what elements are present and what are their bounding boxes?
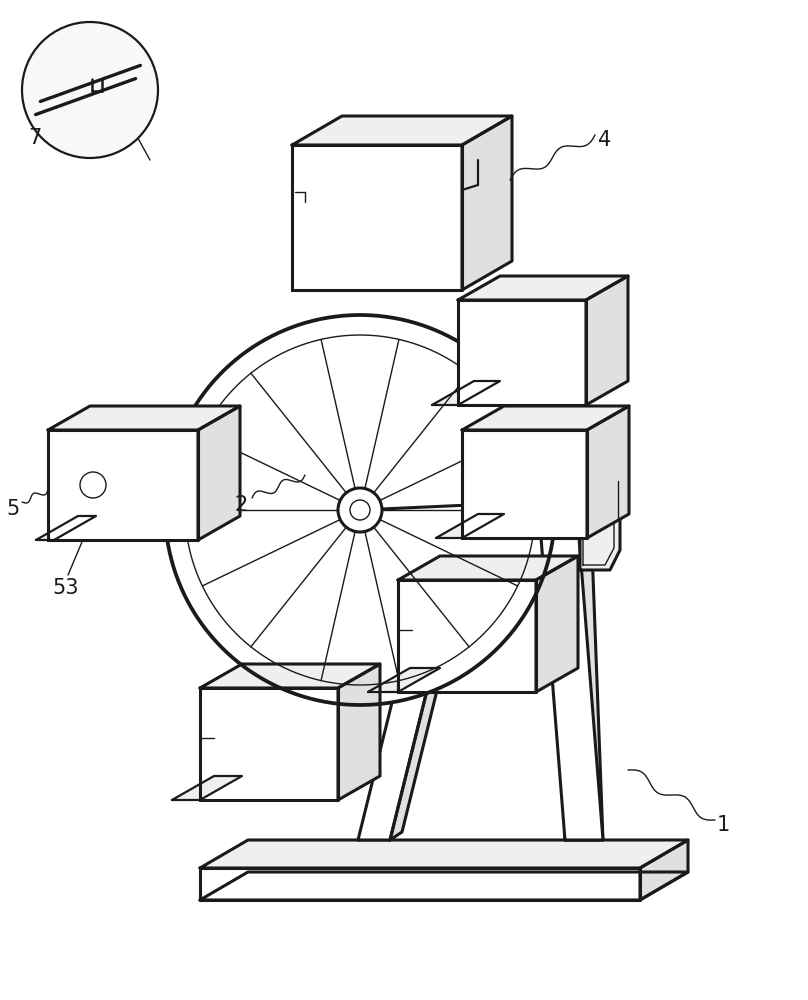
Text: 53: 53 (52, 578, 78, 598)
Polygon shape (165, 315, 555, 705)
Polygon shape (172, 776, 242, 800)
Polygon shape (354, 266, 502, 290)
Polygon shape (398, 580, 536, 692)
Polygon shape (390, 387, 512, 840)
Circle shape (80, 472, 106, 498)
Polygon shape (198, 406, 240, 540)
Text: 4: 4 (598, 130, 611, 150)
Polygon shape (292, 116, 512, 145)
Text: 2: 2 (234, 495, 247, 515)
Polygon shape (200, 688, 338, 800)
Polygon shape (368, 668, 440, 692)
Polygon shape (462, 116, 512, 290)
Polygon shape (536, 556, 578, 692)
Polygon shape (458, 276, 628, 300)
Polygon shape (640, 840, 688, 900)
Polygon shape (200, 664, 380, 688)
Polygon shape (398, 556, 578, 580)
Polygon shape (580, 410, 620, 570)
Polygon shape (548, 390, 603, 840)
Polygon shape (200, 872, 688, 900)
Polygon shape (436, 514, 504, 538)
Polygon shape (358, 395, 500, 840)
Polygon shape (468, 365, 568, 393)
Circle shape (350, 500, 370, 520)
Circle shape (338, 488, 382, 532)
Circle shape (86, 478, 100, 492)
Polygon shape (48, 406, 240, 430)
Polygon shape (462, 430, 587, 538)
Circle shape (22, 22, 158, 158)
Polygon shape (338, 664, 380, 800)
Polygon shape (530, 399, 603, 840)
Polygon shape (292, 145, 462, 290)
Polygon shape (200, 868, 640, 900)
Polygon shape (36, 516, 96, 540)
Polygon shape (200, 840, 688, 868)
Polygon shape (432, 381, 500, 405)
Text: 1: 1 (717, 815, 730, 835)
Polygon shape (587, 406, 629, 538)
Ellipse shape (609, 481, 627, 519)
Text: 7: 7 (28, 128, 41, 148)
Text: 5: 5 (6, 499, 19, 519)
Polygon shape (48, 430, 198, 540)
Polygon shape (586, 276, 628, 405)
Polygon shape (458, 300, 586, 405)
Polygon shape (462, 406, 629, 430)
